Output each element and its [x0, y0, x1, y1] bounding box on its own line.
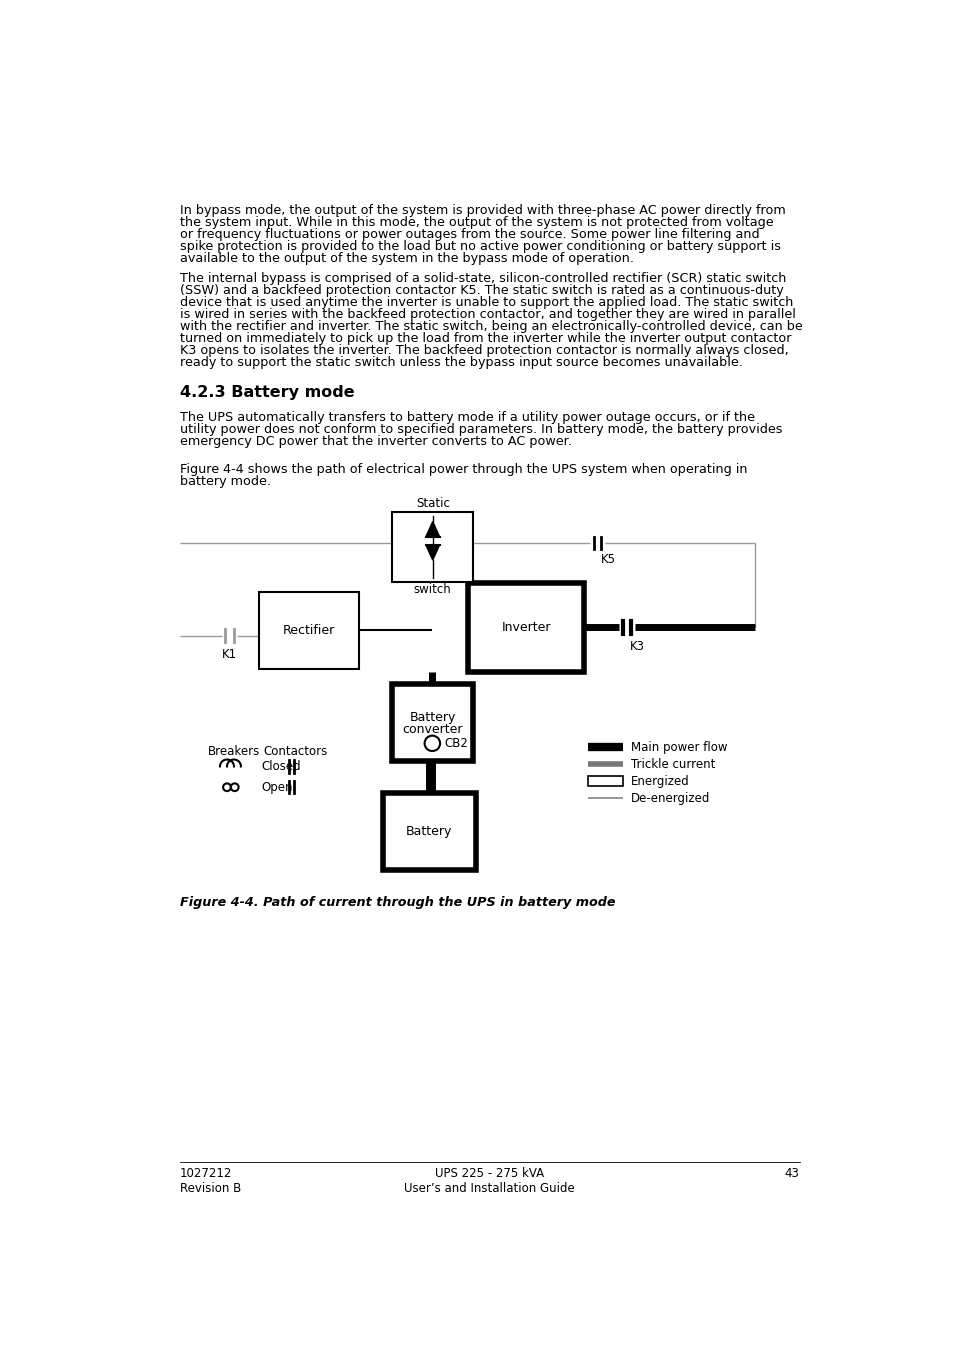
Text: emergency DC power that the inverter converts to AC power.: emergency DC power that the inverter con… [179, 435, 571, 448]
Text: device that is used anytime the inverter is unable to support the applied load. : device that is used anytime the inverter… [179, 296, 792, 309]
Text: utility power does not conform to specified parameters. In battery mode, the bat: utility power does not conform to specif… [179, 423, 781, 436]
Text: converter: converter [402, 724, 462, 736]
Text: CB2: CB2 [443, 737, 467, 749]
Text: UPS 225 - 275 kVA
User’s and Installation Guide: UPS 225 - 275 kVA User’s and Installatio… [404, 1166, 575, 1195]
Text: Figure 4-4 shows the path of electrical power through the UPS system when operat: Figure 4-4 shows the path of electrical … [179, 463, 746, 477]
Text: spike protection is provided to the load but no active power conditioning or bat: spike protection is provided to the load… [179, 240, 780, 254]
Text: K3 opens to isolates the inverter. The backfeed protection contactor is normally: K3 opens to isolates the inverter. The b… [179, 344, 787, 356]
Text: K1: K1 [221, 648, 236, 662]
Polygon shape [425, 521, 439, 537]
Text: switch: switch [414, 583, 451, 597]
Text: Contactors: Contactors [264, 745, 328, 757]
Text: In bypass mode, the output of the system is provided with three-phase AC power d: In bypass mode, the output of the system… [179, 204, 784, 217]
Text: or frequency fluctuations or power outages from the source. Some power line filt: or frequency fluctuations or power outag… [179, 228, 759, 242]
Bar [392, 513, 473, 582]
Text: Rectifier: Rectifier [283, 624, 335, 637]
Text: is wired in series with the backfeed protection contactor, and together they are: is wired in series with the backfeed pro… [179, 308, 795, 321]
Text: the system input. While in this mode, the output of the system is not protected : the system input. While in this mode, th… [179, 216, 773, 230]
Text: De-energized: De-energized [630, 791, 709, 805]
Text: K3: K3 [629, 640, 644, 653]
Text: with the rectifier and inverter. The static switch, being an electronically-cont: with the rectifier and inverter. The sta… [179, 320, 801, 333]
Text: Inverter: Inverter [501, 621, 550, 634]
Text: Breakers: Breakers [208, 745, 260, 757]
Bar [382, 794, 476, 871]
Bar [392, 684, 473, 761]
Polygon shape [425, 544, 439, 560]
Text: 1027212
Revision B: 1027212 Revision B [179, 1166, 241, 1195]
Text: (SSW) and a backfeed protection contactor K5. The static switch is rated as a co: (SSW) and a backfeed protection contacto… [179, 284, 782, 297]
Text: turned on immediately to pick up the load from the inverter while the inverter o: turned on immediately to pick up the loa… [179, 332, 790, 344]
Bar [587, 776, 622, 786]
Text: ready to support the static switch unless the bypass input source becomes unavai: ready to support the static switch unles… [179, 355, 741, 369]
Text: available to the output of the system in the bypass mode of operation.: available to the output of the system in… [179, 252, 633, 265]
Text: Open: Open [261, 780, 293, 794]
Text: Main power flow: Main power flow [630, 741, 726, 753]
Text: K5: K5 [599, 554, 615, 566]
Bar [258, 591, 359, 668]
Text: 43: 43 [784, 1166, 799, 1180]
Text: The UPS automatically transfers to battery mode if a utility power outage occurs: The UPS automatically transfers to batte… [179, 410, 754, 424]
Text: The internal bypass is comprised of a solid-state, silicon-controlled rectifier : The internal bypass is comprised of a so… [179, 273, 785, 285]
Text: battery mode.: battery mode. [179, 475, 271, 487]
Text: Battery: Battery [406, 825, 452, 838]
Text: Closed: Closed [261, 760, 300, 774]
Text: Figure 4-4. Path of current through the UPS in battery mode: Figure 4-4. Path of current through the … [179, 896, 615, 909]
Text: 4.2.3 Battery mode: 4.2.3 Battery mode [179, 385, 354, 400]
Text: Battery: Battery [409, 711, 456, 725]
Text: Static: Static [416, 497, 449, 510]
Text: Energized: Energized [630, 775, 689, 787]
Bar [468, 583, 583, 672]
Text: Trickle current: Trickle current [630, 757, 715, 771]
